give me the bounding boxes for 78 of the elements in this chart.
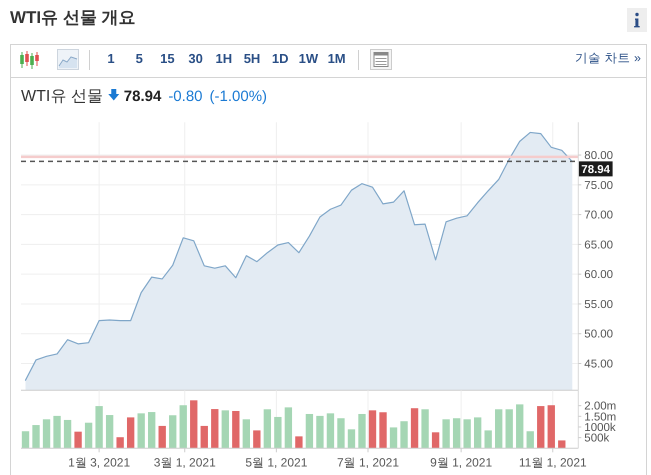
bar [222,410,229,448]
y-tick-label: 75.00 [584,180,614,192]
bar [22,431,30,448]
bar [337,418,345,448]
bar [390,427,398,448]
bar [200,426,208,448]
bar [42,419,50,448]
bar [211,409,218,448]
bar [463,419,471,448]
bar [264,409,272,448]
text: 78.94 [124,88,162,105]
x-tick-label: 9월 1, 2021 [430,455,492,470]
bar [253,430,261,448]
text: 기술 차트 » [575,50,641,67]
y-tick-label: 80.00 [584,150,614,162]
y-tick-label: 1000k [584,422,616,434]
text: -0.80 [168,88,203,105]
bar [64,420,72,448]
bar [126,417,134,448]
x-tick-label: 11월 1, 2021 [518,455,588,470]
bar [295,436,303,448]
bar [158,426,166,448]
bar [348,429,356,448]
bar [400,421,408,448]
y-tick-label: 65.00 [584,239,614,252]
chart-title: WTI유 선물 [21,88,103,105]
bar [32,425,40,448]
bar [368,410,376,448]
text: (-1.00%) [210,88,268,105]
text: 1 5 15 30 1H 5H 1D 1W 1M [107,51,346,66]
bar [421,409,429,448]
bar [537,406,544,448]
bar [442,419,450,448]
bar [506,409,513,448]
bar [526,431,534,448]
x-tick-label: 3월 1, 2021 [154,455,216,470]
y-tick-label: 45.00 [584,358,614,370]
y-tick-label: 500k [584,432,610,445]
bar [306,414,314,448]
bar [95,406,103,448]
bar [379,412,387,448]
bar [410,408,418,448]
bar [74,432,82,448]
bar [284,407,292,448]
bar [432,432,440,448]
bar [358,414,366,448]
x-tick-label: 7월 1, 2021 [336,455,400,470]
bar [190,400,198,448]
bar [274,416,282,448]
bar [232,410,240,448]
y-tick-label: 60.00 [584,269,614,282]
bar [53,416,61,448]
bar [548,405,555,448]
bar [558,440,566,448]
bar [84,422,92,448]
bar [452,418,460,448]
bar [242,419,250,448]
bar [516,404,524,448]
bar [116,437,124,448]
y-tick-label: 50.00 [584,328,614,341]
bar [106,415,114,448]
y-tick-label: 2.00m [584,400,616,413]
bar [137,413,145,448]
bar [316,416,324,448]
bar [484,430,492,448]
bar [495,409,502,448]
ref-line-label: 78.94 [581,164,611,176]
bar [180,405,187,448]
bar [474,417,482,448]
x-tick-label: 5월 1, 2021 [245,455,308,470]
x-tick-label: 1월 3, 2021 [68,455,130,470]
y-tick-label: 70.00 [584,210,614,222]
bar [148,412,156,448]
y-tick-label: 1.50m [584,411,616,424]
text: WTI유 선물 개요 [10,7,136,29]
bar [169,415,176,448]
y-tick-label: 55.00 [584,298,614,311]
bar [326,413,334,448]
